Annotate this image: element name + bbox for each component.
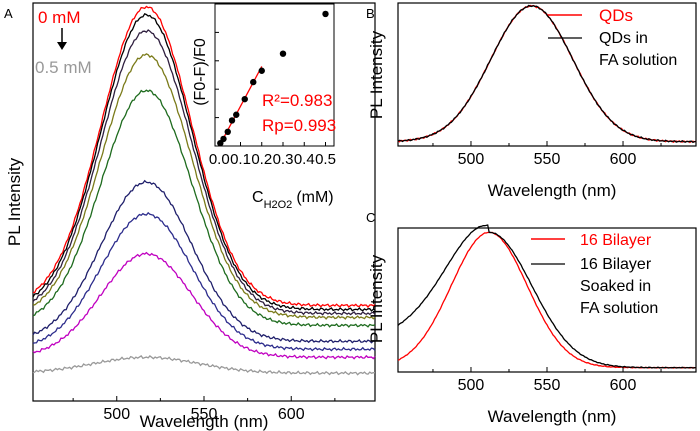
inset-point [241, 95, 248, 103]
x-tick-label: 500 [458, 151, 485, 168]
inset-ylabel: (F0-F)/F0 [192, 38, 209, 106]
panel-b-ylabel: PL Intensity [367, 30, 386, 119]
x-tick-label: 600 [610, 377, 637, 394]
inset-point [258, 67, 265, 74]
inset-ticks-group: 0.0 0.1 0.2 0.3 0.4 0.5 [209, 31, 336, 168]
inset-x-tick-label: 0.0 [209, 151, 230, 168]
panel-a-label-05mm: 0.5 mM [35, 58, 92, 77]
inset: 0.0 0.1 0.2 0.3 0.4 0.5 (F0-F)/F0 R²=0.983 Rp… [192, 3, 336, 211]
panel-b: 500 550 600 B QDs QDs in FA solution PL In… [366, 2, 697, 200]
panel-b-legend: QDs QDs in FA solution [548, 6, 677, 69]
inset-rp: Rp=0.993 [262, 116, 336, 135]
inset-x-tick-label: 0.3 [273, 151, 294, 168]
panel-c-ylabel: PL Intensity [367, 254, 386, 343]
inset-point [279, 50, 287, 57]
panel-a-ylabel: PL Intensity [5, 157, 24, 246]
series-line-2 [397, 224, 697, 369]
panel-b-letter: B [366, 6, 375, 21]
panel-c-series-group [397, 224, 697, 369]
x-tick-label: 550 [534, 377, 561, 394]
legend-b-item-1: QDs [599, 6, 633, 25]
inset-points-group [217, 10, 329, 147]
inset-point [224, 128, 231, 135]
x-tick-label: 500 [458, 377, 485, 394]
legend-c-item-2-line1: 16 Bilayer [580, 256, 652, 273]
panel-a-letter: A [4, 6, 13, 21]
inset-point [233, 111, 240, 118]
inset-x-tick-label: 0.2 [251, 151, 272, 168]
legend-b-item-2-line2: FA solution [599, 52, 677, 69]
inset-r2: R²=0.983 [262, 91, 332, 110]
legend-c-item-2-line2: Soaked in [580, 278, 651, 295]
series-line-6 [32, 179, 376, 344]
inset-point [228, 117, 236, 124]
panel-b-series-group [397, 4, 697, 144]
series-line-3 [32, 29, 376, 316]
panel-c-ticks-group: 500 550 600 [432, 367, 662, 394]
series-line-1 [33, 5, 376, 309]
panel-c-xlabel: Wavelength (nm) [488, 407, 617, 426]
panel-a-xlabel: Wavelength (nm) [140, 412, 269, 431]
series-line-2 [32, 12, 376, 312]
panel-b-xlabel: Wavelength (nm) [488, 181, 617, 200]
x-tick-label: 600 [610, 151, 637, 168]
panel-b-frame [397, 2, 697, 147]
x-tick-label: 600 [278, 406, 305, 423]
series-line-7 [32, 211, 376, 352]
panel-a-series-group [32, 5, 376, 376]
panel-c-letter: C [366, 210, 375, 225]
series-line-4 [32, 53, 376, 320]
legend-c-item-1: 16 Bilayer [580, 232, 652, 249]
inset-xlabel: CH2O2 (mM) [252, 189, 334, 211]
panel-a-ticks-group: 500 550 600 [72, 396, 336, 423]
panel-b-ticks-group: 500 550 600 [432, 141, 662, 168]
series-line-5 [32, 89, 376, 328]
inset-frame [214, 3, 335, 147]
x-tick-label: 500 [103, 406, 130, 423]
series-line-8 [32, 251, 376, 360]
panel-a: 500 550 600 A 0 mM 0.5 mM PL Intensity Wav… [4, 2, 376, 431]
down-arrow-icon [57, 28, 67, 50]
inset-point [250, 78, 257, 86]
legend-c-item-2-line3: FA solution [580, 300, 658, 317]
inset-x-tick-label: 0.5 [315, 151, 336, 168]
legend-b-item-2-line1: QDs in [599, 30, 648, 47]
x-tick-label: 550 [534, 151, 561, 168]
inset-point [322, 10, 329, 18]
inset-x-tick-label: 0.4 [294, 151, 315, 168]
inset-point [220, 135, 227, 143]
series-line-9 [32, 355, 375, 376]
panel-c: 500 550 600 C 16 Bilayer 16 Bilayer Soaked… [366, 210, 697, 426]
panel-a-label-0mm: 0 mM [38, 8, 81, 27]
inset-x-tick-label: 0.1 [230, 151, 251, 168]
x-tick-label: 550 [191, 406, 218, 423]
series-line-2 [397, 4, 697, 144]
series-line-1 [397, 4, 697, 144]
panel-c-legend: 16 Bilayer 16 Bilayer Soaked in FA solut… [531, 232, 658, 317]
